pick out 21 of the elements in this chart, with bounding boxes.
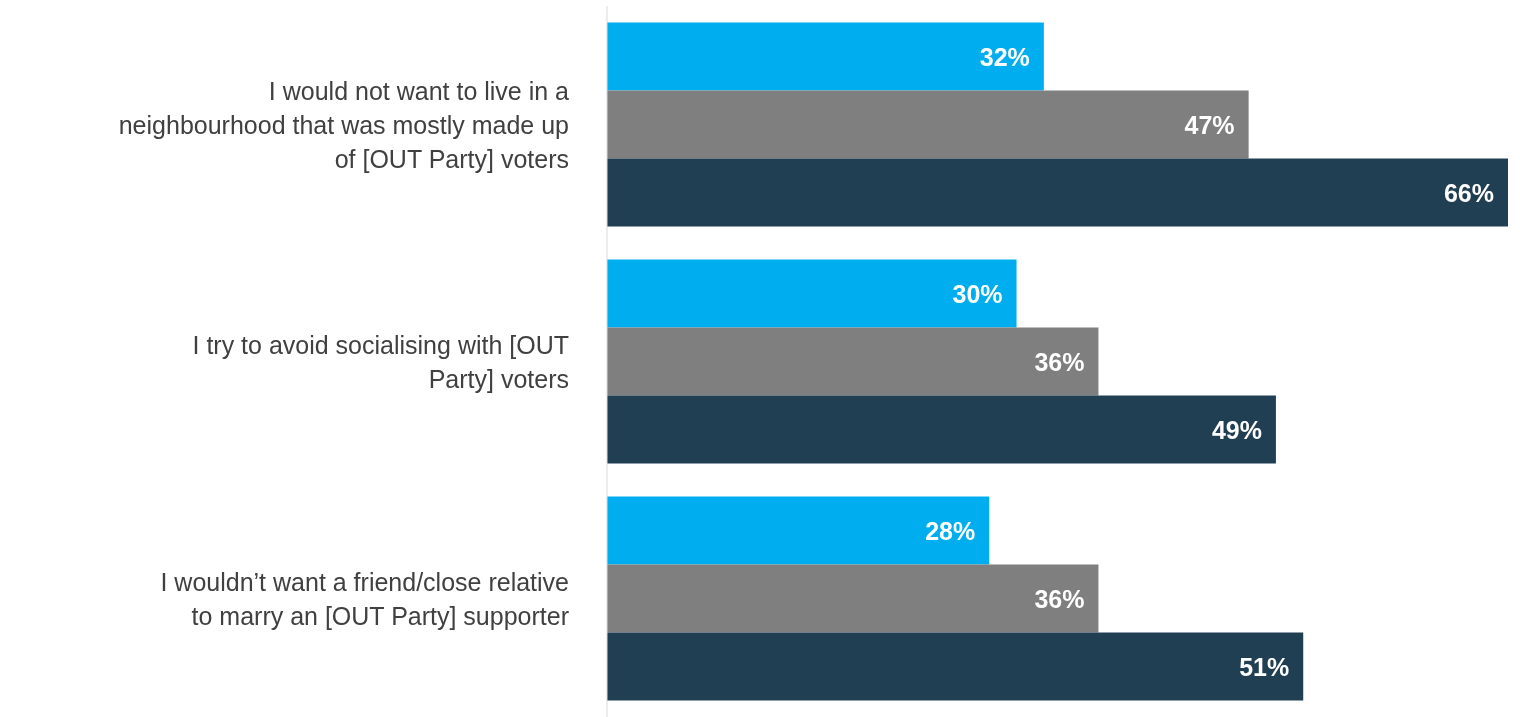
- data-label: 28%: [925, 516, 976, 545]
- data-label: 32%: [979, 42, 1030, 71]
- data-label: 30%: [952, 279, 1003, 308]
- bar: [607, 632, 1304, 701]
- data-label: 36%: [1034, 584, 1085, 613]
- data-label: 66%: [1443, 178, 1494, 207]
- bar: [607, 259, 1017, 328]
- y-tick-label: I would not want to live in a neighbourhood that was mostly made up of [OUT Party] voters: [118, 76, 570, 173]
- bar: [607, 158, 1508, 227]
- data-label: 49%: [1211, 415, 1262, 444]
- data-label: 51%: [1239, 652, 1290, 681]
- data-label: 36%: [1034, 347, 1085, 376]
- bar: [607, 22, 1044, 91]
- bar: [607, 327, 1099, 396]
- bar: [607, 395, 1276, 464]
- bar: [607, 496, 990, 565]
- y-tick-label: I try to avoid socialising with [OUT Party] voters: [192, 330, 569, 393]
- bar: [607, 90, 1249, 159]
- bar: [607, 564, 1099, 633]
- data-label: 47%: [1184, 110, 1235, 139]
- y-tick-label: I wouldn’t want a friend/close relative to marry an [OUT Party] supporter: [160, 567, 569, 630]
